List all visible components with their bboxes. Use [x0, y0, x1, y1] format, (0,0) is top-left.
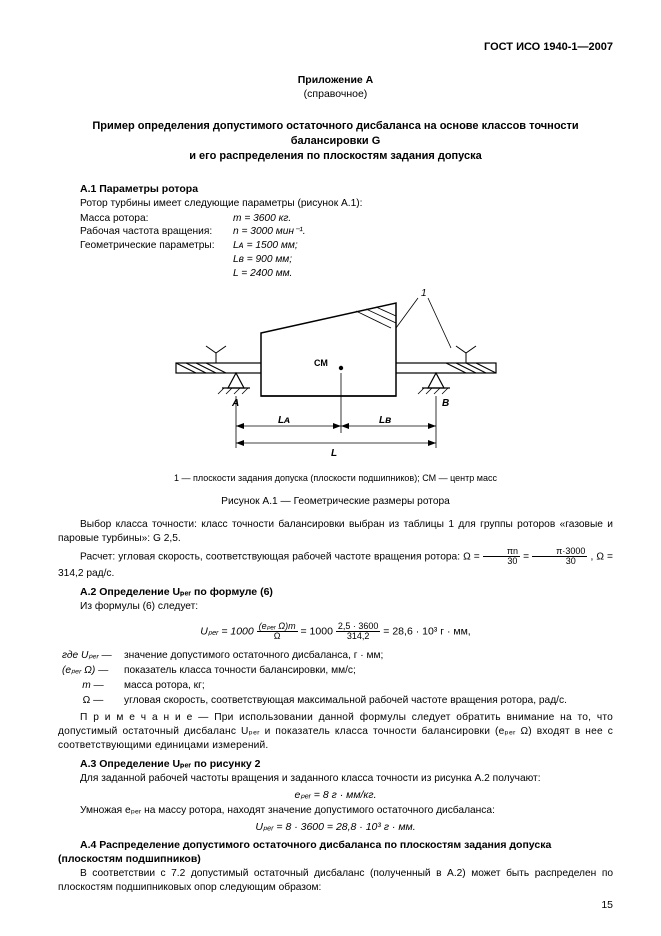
dim-la: Lᴀ: [278, 415, 290, 426]
eq-lhs: Uₚₑᵣ = 1000: [200, 625, 253, 637]
a2-note: П р и м е ч а н и е — При использовании …: [58, 711, 613, 752]
where-e-txt: показатель класса точности балансировки,…: [124, 664, 613, 678]
a3-line2: Умножая eₚₑᵣ на массу ротора, находят зн…: [58, 804, 613, 818]
param-row-lb: Lʙ = 900 мм;: [58, 253, 613, 267]
choice-paragraph: Выбор класса точности: класс точности ба…: [58, 518, 613, 546]
calc-intro: Расчет: угловая скорость, соответствующа…: [80, 552, 483, 563]
a2-formula: Uₚₑᵣ = 1000 (eₚₑᵣ Ω)mΩ = 1000 2,5 · 3600…: [58, 622, 613, 642]
fig-label-1: 1: [421, 288, 427, 299]
calc-mid: =: [523, 552, 532, 563]
figure-caption: Рисунок А.1 — Геометрические размеры рот…: [58, 495, 613, 509]
lb-value: Lʙ = 900 мм;: [233, 253, 613, 267]
where-u-txt: значение допустимого остаточного дисбала…: [124, 649, 613, 663]
eq-f2-den: 314,2: [336, 632, 381, 641]
a1-intro: Ротор турбины имеет следующие параметры …: [58, 197, 613, 211]
where-m-txt: масса ротора, кг;: [124, 679, 613, 693]
where-e-sym: (eₚₑᵣ Ω) —: [58, 664, 124, 678]
document-id: ГОСТ ИСО 1940-1—2007: [58, 40, 613, 55]
where-omega: Ω — угловая скорость, соответствующая ма…: [58, 694, 613, 708]
mass-label: Масса ротора:: [58, 212, 233, 226]
la-value: Lᴀ = 1500 мм;: [233, 239, 613, 253]
a2-line: Из формулы (6) следует:: [58, 600, 613, 614]
param-row-mass: Масса ротора: m = 3600 кг.: [58, 212, 613, 226]
page-number: 15: [601, 898, 613, 912]
a2-heading: А.2 Определение Uₚₑᵣ по формуле (6): [58, 585, 613, 599]
support-a-label: A: [231, 398, 239, 409]
appendix-label: Приложение А: [58, 73, 613, 87]
figure-note: 1 — плоскости задания допуска (плоскости…: [166, 472, 506, 484]
param-row-geom: Геометрические параметры: Lᴀ = 1500 мм;: [58, 239, 613, 253]
param-row-freq: Рабочая частота вращения: n = 3000 мин⁻¹…: [58, 225, 613, 239]
dim-lb: Lʙ: [379, 415, 391, 426]
where-om-txt: угловая скорость, соответствующая максим…: [124, 694, 613, 708]
page: ГОСТ ИСО 1940-1—2007 Приложение А (справ…: [0, 0, 661, 936]
calc-f2-num: π·3000: [532, 547, 587, 557]
example-title: Пример определения допустимого остаточно…: [78, 119, 593, 164]
a4-line: В соответствии с 7.2 допустимый остаточн…: [58, 867, 613, 895]
a3-eq2: Uₚₑᵣ = 8 · 3600 = 28,8 · 10³ г · мм.: [58, 820, 613, 834]
calc-paragraph: Расчет: угловая скорость, соответствующа…: [58, 547, 613, 581]
where-u-sym: где Uₚₑᵣ —: [58, 649, 124, 663]
geom-label: Геометрические параметры:: [58, 239, 233, 253]
where-u: где Uₚₑᵣ — значение допустимого остаточн…: [58, 649, 613, 663]
a3-line1: Для заданной рабочей частоты вращения и …: [58, 772, 613, 786]
eq-mid: = 1000: [301, 625, 333, 637]
a1-heading: А.1 Параметры ротора: [58, 182, 613, 196]
a3-heading: А.3 Определение Uₚₑᵣ по рисунку 2: [58, 757, 613, 771]
calc-f2-den: 30: [532, 557, 587, 566]
cm-label: СМ: [314, 358, 328, 368]
where-om-sym: Ω —: [83, 695, 104, 706]
support-b-label: B: [442, 398, 449, 409]
figure-a1: СМ 1 A B: [166, 288, 506, 484]
a4-heading: А.4 Распределение допустимого остаточног…: [58, 838, 613, 866]
where-e: (eₚₑᵣ Ω) — показатель класса точности ба…: [58, 664, 613, 678]
where-m-sym: m —: [82, 680, 104, 691]
eq-rhs: = 28,6 · 10³ г · мм,: [383, 625, 470, 637]
freq-label: Рабочая частота вращения:: [58, 225, 233, 239]
l-value: L = 2400 мм.: [233, 267, 613, 281]
calc-f1-den: 30: [483, 557, 520, 566]
where-m: m — масса ротора, кг;: [58, 679, 613, 693]
mass-value: m = 3600 кг.: [233, 212, 613, 226]
eq-f1-den: Ω: [257, 632, 298, 641]
param-row-l: L = 2400 мм.: [58, 267, 613, 281]
rotor-diagram: СМ 1 A B: [166, 288, 506, 468]
a3-eq1: eₚₑᵣ = 8 г · мм/кг.: [58, 788, 613, 802]
freq-value: n = 3000 мин⁻¹.: [233, 225, 613, 239]
dim-l: L: [331, 448, 337, 459]
appendix-sublabel: (справочное): [58, 87, 613, 101]
